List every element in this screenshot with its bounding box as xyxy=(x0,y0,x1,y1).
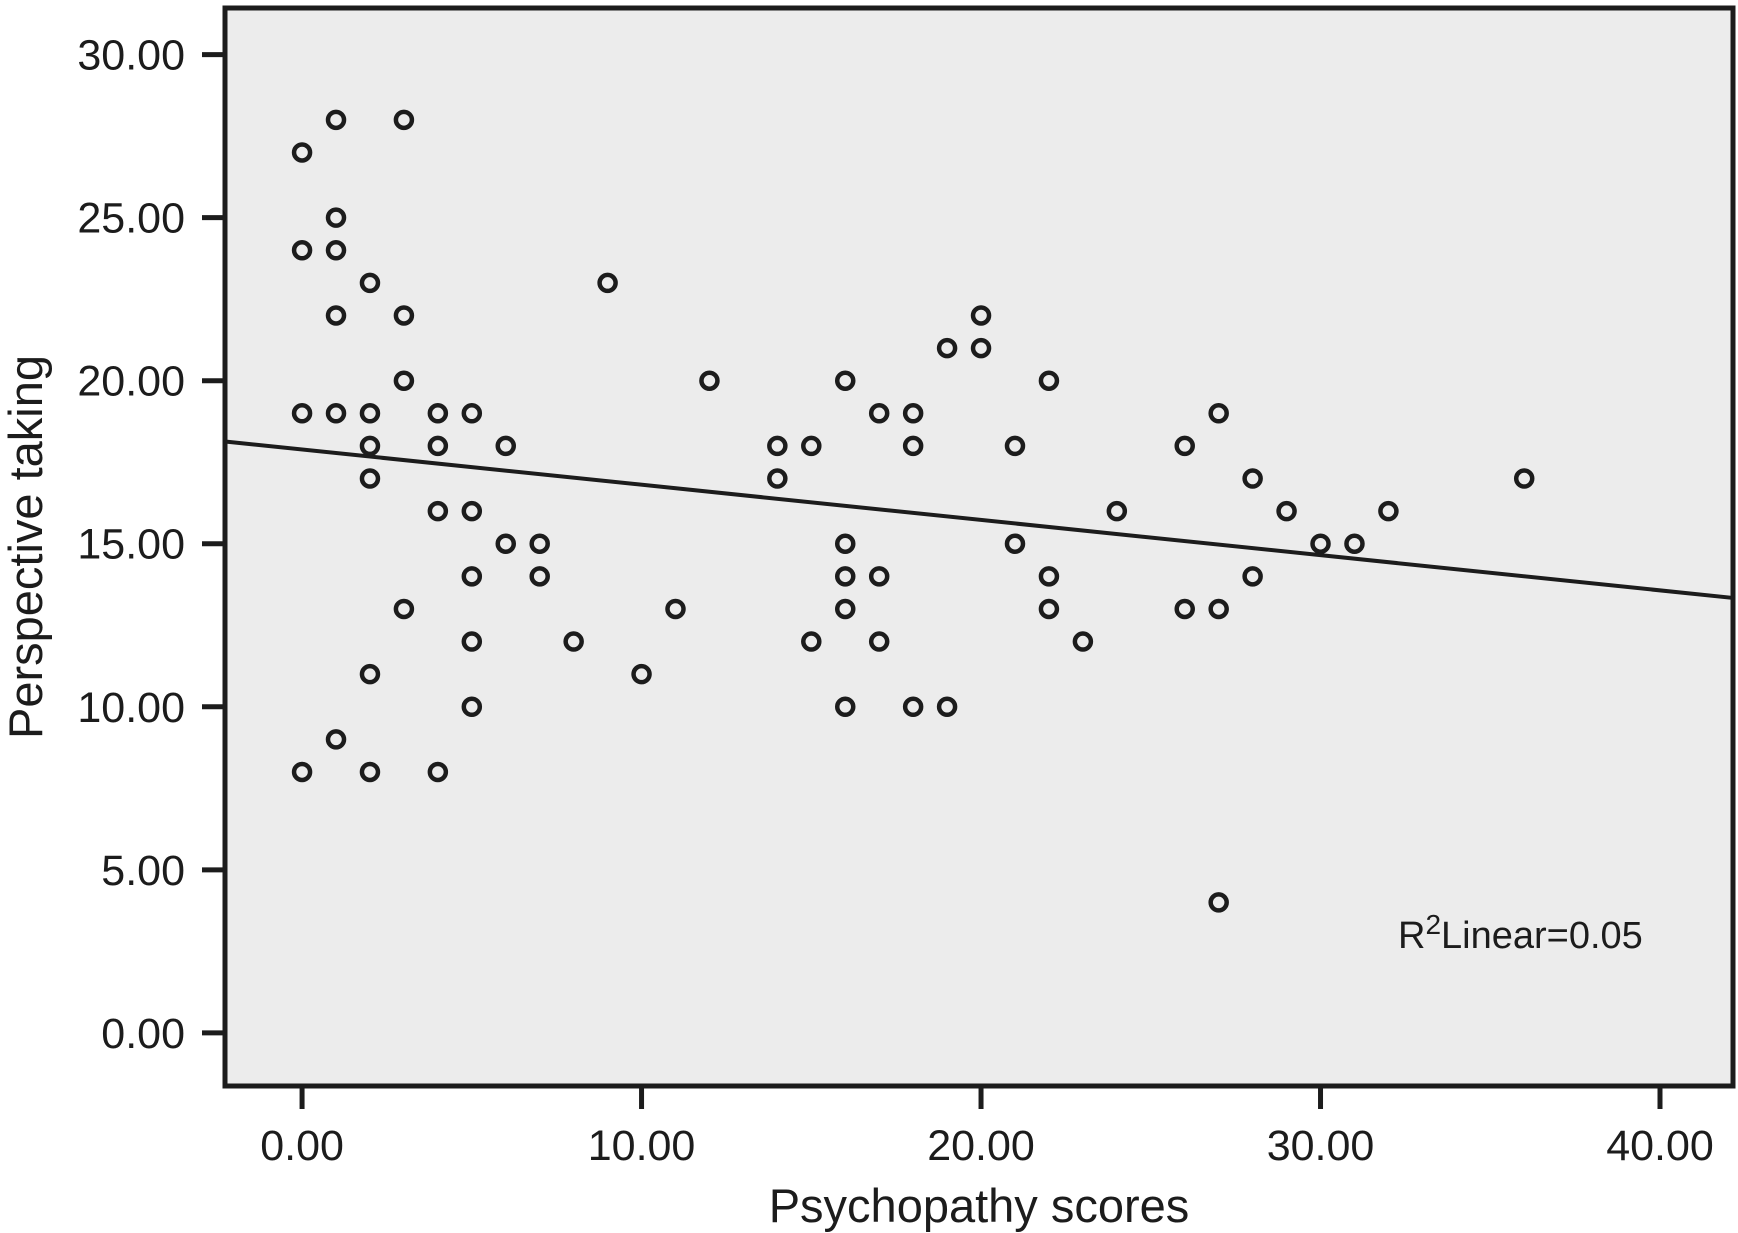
data-point xyxy=(1310,533,1331,554)
data-point xyxy=(1242,468,1263,489)
data-point xyxy=(868,566,890,587)
data-point xyxy=(902,435,924,457)
data-point xyxy=(834,696,856,718)
data-point xyxy=(834,566,856,587)
data-point xyxy=(868,403,890,424)
data-point xyxy=(427,500,449,522)
data-point xyxy=(461,403,483,424)
data-point xyxy=(1378,500,1399,522)
data-point xyxy=(970,305,992,326)
data-point xyxy=(359,272,381,294)
data-point xyxy=(834,533,856,554)
data-point xyxy=(461,500,483,522)
data-point xyxy=(291,240,313,261)
data-point xyxy=(597,272,618,294)
data-point xyxy=(529,566,550,587)
r-squared-superscript: 2 xyxy=(1425,909,1441,940)
x-tick-label: 20.00 xyxy=(927,1122,1035,1170)
r-squared-rest: Linear=0.05 xyxy=(1441,915,1643,957)
data-point xyxy=(1208,598,1229,620)
data-point xyxy=(936,696,958,718)
data-point xyxy=(427,403,449,424)
data-point xyxy=(393,305,415,326)
data-point xyxy=(834,370,856,391)
data-point xyxy=(427,435,449,457)
data-point xyxy=(291,403,313,424)
data-point xyxy=(359,403,381,424)
data-point xyxy=(936,337,958,359)
data-point xyxy=(801,631,822,652)
data-point xyxy=(1106,500,1128,522)
x-axis-title: Psychopathy scores xyxy=(769,1179,1190,1232)
data-point xyxy=(291,142,313,163)
data-point xyxy=(427,761,449,783)
y-tick-label: 10.00 xyxy=(77,684,185,732)
data-point xyxy=(393,109,415,131)
r-squared-annotation: R2Linear=0.05 xyxy=(1398,909,1643,957)
data-point xyxy=(1276,500,1297,522)
data-point xyxy=(563,631,584,652)
data-point xyxy=(393,370,415,391)
data-point xyxy=(495,435,517,457)
y-tick-label: 5.00 xyxy=(101,847,185,895)
y-tick-label: 30.00 xyxy=(77,32,185,80)
data-point xyxy=(1344,533,1365,554)
data-point xyxy=(1174,435,1195,457)
data-point xyxy=(1004,533,1026,554)
data-point xyxy=(359,761,381,783)
data-point xyxy=(801,435,822,457)
data-point xyxy=(902,696,924,718)
data-point xyxy=(1513,468,1535,489)
data-point xyxy=(699,370,720,391)
data-point xyxy=(325,109,347,131)
data-point xyxy=(325,403,347,424)
regression-line xyxy=(224,439,1734,600)
data-point xyxy=(1038,566,1060,587)
data-point xyxy=(1004,435,1026,457)
data-point xyxy=(461,566,483,587)
chart-generated-layer: 0.00 5.00 10.00 15.00 20.00 25.00 30.00 0.00 10.… xyxy=(77,5,1736,1170)
data-point xyxy=(1072,631,1094,652)
data-point xyxy=(970,337,992,359)
data-point xyxy=(393,598,415,620)
data-point xyxy=(767,468,788,489)
y-axis-title: Perspective taking xyxy=(0,355,52,739)
y-tick-label: 15.00 xyxy=(77,521,185,569)
data-point xyxy=(1174,598,1195,620)
plot-area xyxy=(222,5,1736,1089)
data-point xyxy=(868,631,890,652)
data-point xyxy=(291,761,313,783)
data-point xyxy=(665,598,686,620)
data-point xyxy=(359,663,381,685)
y-tick-label: 0.00 xyxy=(101,1010,185,1058)
data-point xyxy=(902,403,924,424)
y-tick-label: 20.00 xyxy=(77,358,185,406)
data-point xyxy=(834,598,856,620)
r-squared-base: R xyxy=(1398,915,1425,957)
x-tick-label: 0.00 xyxy=(260,1122,344,1170)
data-point xyxy=(325,240,347,261)
data-point xyxy=(325,729,347,750)
data-point xyxy=(529,533,550,554)
data-point xyxy=(767,435,788,457)
data-point xyxy=(325,305,347,326)
x-tick-label: 40.00 xyxy=(1606,1122,1714,1170)
data-point xyxy=(1242,566,1263,587)
data-point xyxy=(461,696,483,718)
data-point xyxy=(325,207,347,228)
x-tick-label: 10.00 xyxy=(588,1122,696,1170)
data-point xyxy=(359,435,381,457)
data-point xyxy=(461,631,483,652)
data-point xyxy=(1208,403,1229,424)
data-point xyxy=(1208,892,1229,913)
data-point xyxy=(1038,370,1060,391)
data-point xyxy=(495,533,517,554)
y-tick-label: 25.00 xyxy=(77,195,185,243)
data-point xyxy=(1038,598,1060,620)
data-point xyxy=(631,663,652,685)
x-tick-label: 30.00 xyxy=(1267,1122,1375,1170)
data-point xyxy=(359,468,381,489)
